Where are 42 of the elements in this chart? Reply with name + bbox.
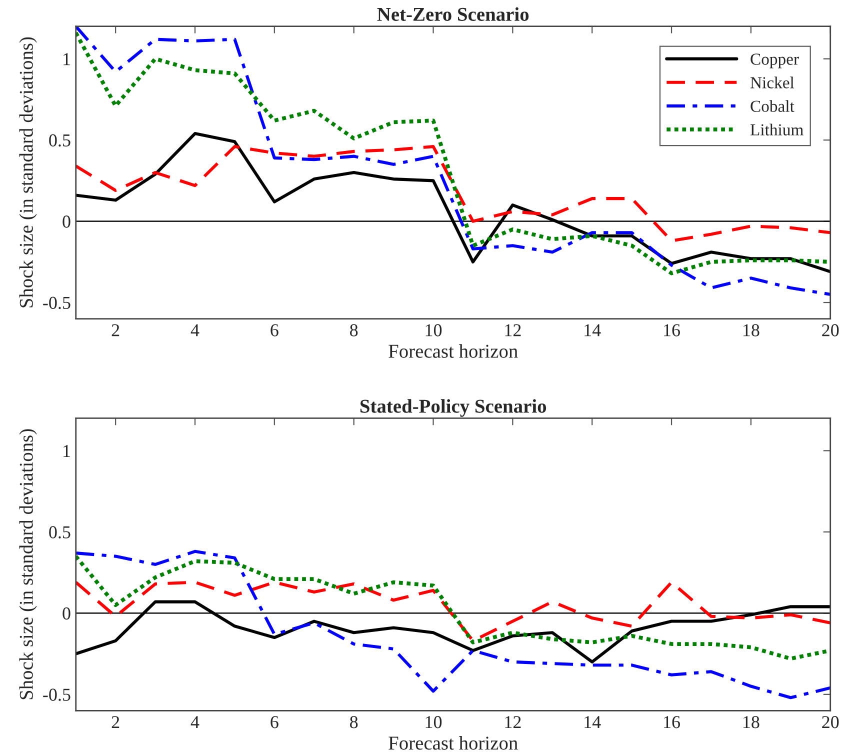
y-tick-label: 0.5 (49, 526, 70, 538)
x-tick-label: 4 (190, 324, 200, 336)
y-tick-label: -0.5 (43, 688, 70, 701)
legend-label: Nickel (750, 76, 794, 88)
y-tick-label: 0 (62, 607, 70, 620)
x-tick-label: 2 (112, 324, 120, 336)
x-tick-label: 16 (664, 324, 680, 336)
legend-label: Copper (750, 54, 799, 68)
x-tick-label: 4 (190, 716, 200, 728)
legend-label: Cobalt (750, 100, 794, 112)
x-tick-label: 20 (822, 716, 839, 728)
x-tick-label: 18 (743, 324, 760, 336)
x-tick-label: 10 (426, 716, 442, 728)
y-tick-label: -0.5 (43, 296, 70, 310)
y-tick-label: 0.5 (49, 134, 70, 147)
chart-title: Stated-Policy Scenario (360, 399, 546, 417)
x-axis-title: Forecast horizon (388, 344, 518, 358)
y-tick-label: 0 (62, 216, 70, 228)
y-axis-title: Shock size (in standard deviations) (19, 429, 37, 700)
x-tick-label: 8 (350, 716, 358, 728)
line-series (76, 580, 830, 642)
y-axis-title: Shock size (in standard deviations) (19, 37, 37, 308)
x-tick-label: 12 (505, 716, 521, 728)
x-tick-label: 10 (426, 324, 442, 336)
x-tick-label: 16 (664, 716, 680, 728)
x-tick-label: 6 (270, 716, 278, 728)
x-axis-title: Forecast horizon (388, 736, 518, 750)
y-tick-label: 1 (64, 445, 70, 457)
x-tick-label: 12 (505, 324, 521, 336)
legend-label: Lithium (750, 124, 804, 136)
x-tick-label: 20 (822, 324, 839, 336)
x-tick-label: 2 (112, 716, 120, 728)
x-tick-label: 6 (270, 324, 278, 336)
x-tick-label: 14 (584, 324, 601, 336)
chart-title: Net-Zero Scenario (377, 7, 529, 21)
line-series (76, 145, 830, 242)
x-tick-label: 18 (743, 716, 760, 728)
line-series (76, 600, 830, 664)
x-tick-label: 14 (584, 716, 601, 728)
x-tick-label: 8 (350, 324, 358, 336)
line-series (76, 550, 830, 700)
y-tick-label: 1 (64, 53, 70, 66)
